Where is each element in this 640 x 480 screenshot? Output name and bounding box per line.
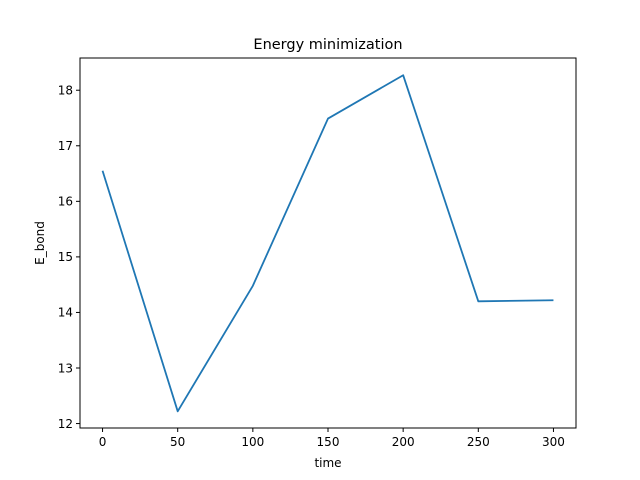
y-tick-label: 15 xyxy=(58,250,73,264)
y-tick-label: 17 xyxy=(58,139,73,153)
chart-title: Energy minimization xyxy=(253,37,402,53)
x-tick-label: 100 xyxy=(241,435,264,449)
x-tick-label: 0 xyxy=(99,435,107,449)
x-tick-label: 200 xyxy=(392,435,415,449)
y-tick-label: 18 xyxy=(58,84,73,98)
x-tick-label: 150 xyxy=(317,435,340,449)
y-tick-label: 12 xyxy=(58,417,73,431)
x-axis-ticks: 0 50 100 150 200 250 300 xyxy=(99,428,565,449)
x-axis-label: time xyxy=(314,456,341,470)
x-tick-label: 300 xyxy=(542,435,565,449)
y-tick-label: 16 xyxy=(58,195,73,209)
plot-area xyxy=(80,58,576,428)
x-tick-label: 250 xyxy=(467,435,490,449)
y-tick-label: 14 xyxy=(58,306,73,320)
y-axis-ticks: 12 13 14 15 16 17 18 xyxy=(58,84,80,431)
series-layer xyxy=(101,74,554,413)
y-axis-label: E_bond xyxy=(33,221,47,265)
y-tick-label: 13 xyxy=(58,361,73,375)
x-tick-label: 50 xyxy=(170,435,185,449)
series-line xyxy=(101,74,554,413)
